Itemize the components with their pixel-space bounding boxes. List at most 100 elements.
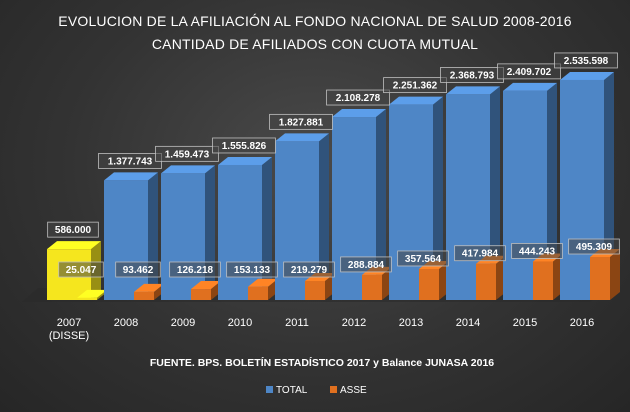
bar-total-2-top bbox=[161, 165, 215, 174]
bar-asse-9-side bbox=[610, 249, 620, 300]
label-asse-5: 288.884 bbox=[340, 256, 392, 273]
label-asse-6-text: 357.564 bbox=[405, 254, 442, 265]
label-asse-8: 444.243 bbox=[511, 243, 563, 259]
label-total-6-box bbox=[383, 77, 447, 94]
label-total-6-text: 2.251.362 bbox=[393, 81, 438, 92]
bar-total-1-side bbox=[148, 172, 158, 300]
legend-label-asse: ASSE bbox=[340, 385, 367, 396]
data-labels-group: 586.000 25.047 1.377.743 93.462 1.459.473 126… bbox=[47, 52, 620, 278]
bar-asse-8-front bbox=[533, 261, 553, 300]
x-tick-0: 2007 bbox=[57, 317, 81, 329]
bar-asse-3-front bbox=[248, 286, 268, 300]
label-asse-8-text: 444.243 bbox=[519, 246, 556, 257]
label-asse-0-text: 25.047 bbox=[66, 265, 97, 276]
label-asse-4-box bbox=[283, 261, 335, 278]
bar-total-0-top bbox=[47, 241, 101, 250]
bar-asse-7-front bbox=[476, 263, 496, 300]
label-total-0-box bbox=[47, 221, 99, 238]
label-asse-2: 126.218 bbox=[169, 261, 221, 278]
bar-total-4-side bbox=[319, 133, 329, 300]
bar-asse-9 bbox=[590, 249, 620, 300]
label-total-4-box bbox=[269, 113, 333, 130]
x-tick-6: 2013 bbox=[399, 317, 423, 329]
label-total-9-box bbox=[554, 52, 618, 69]
bar-total-1-front bbox=[104, 180, 148, 300]
label-asse-1-box bbox=[115, 261, 161, 278]
x-tick-5: 2012 bbox=[342, 317, 366, 329]
label-total-1-text: 1.377.743 bbox=[108, 156, 153, 167]
label-asse-7-text: 417.984 bbox=[462, 249, 499, 260]
x-tick-4: 2011 bbox=[285, 317, 309, 329]
label-total-8-box bbox=[497, 63, 561, 80]
label-total-0: 586.000 bbox=[47, 221, 99, 238]
bar-asse-5-front bbox=[362, 274, 382, 300]
label-total-1: 1.377.743 bbox=[98, 153, 162, 169]
bar-asse-6-front bbox=[419, 268, 439, 300]
label-asse-0: 25.047 bbox=[58, 261, 104, 278]
label-total-9: 2.535.598 bbox=[554, 52, 618, 69]
legend-label-total: TOTAL bbox=[276, 385, 308, 396]
label-total-4-text: 1.827.881 bbox=[279, 117, 324, 128]
label-total-2-text: 1.459.473 bbox=[165, 149, 210, 160]
label-asse-2-text: 126.218 bbox=[177, 265, 214, 276]
bar-total-8-top bbox=[503, 82, 557, 91]
x-tick-2: 2009 bbox=[171, 317, 195, 329]
label-total-3: 1.555.826 bbox=[212, 137, 276, 154]
bar-asse-4-front bbox=[305, 280, 325, 300]
x-tick-1: 2008 bbox=[114, 317, 138, 329]
x-axis-ticks: 2007(DISSE) 2008 2009 2010 2011 2012 2013 2014 2… bbox=[49, 317, 594, 342]
bar-total-3 bbox=[218, 156, 272, 300]
label-asse-3-box bbox=[226, 261, 278, 278]
label-asse-0-box bbox=[58, 261, 104, 278]
bar-total-5-side bbox=[376, 109, 386, 300]
bar-total-6-top bbox=[389, 96, 443, 105]
bar-asse-1-front bbox=[134, 291, 154, 300]
label-asse-9-box bbox=[568, 238, 620, 255]
label-asse-3: 153.133 bbox=[226, 261, 278, 278]
x-tick-0-line2: (DISSE) bbox=[49, 330, 89, 342]
label-asse-9: 495.309 bbox=[568, 238, 620, 255]
legend: TOTAL ASSE bbox=[266, 385, 367, 396]
label-asse-6-box bbox=[397, 250, 449, 267]
bar-total-2 bbox=[161, 165, 215, 300]
bar-total-2-side bbox=[205, 165, 215, 300]
bar-asse-7 bbox=[476, 255, 506, 300]
bar-asse-3-top bbox=[248, 278, 278, 287]
label-asse-7: 417.984 bbox=[454, 245, 506, 262]
label-asse-2-box bbox=[169, 261, 221, 278]
bar-total-7-top bbox=[446, 86, 500, 95]
x-tick-3: 2010 bbox=[228, 317, 252, 329]
label-total-7-text: 2.368.793 bbox=[450, 70, 495, 81]
label-asse-5-text: 288.884 bbox=[348, 260, 385, 271]
x-tick-9: 2016 bbox=[570, 317, 594, 329]
label-asse-4-text: 219.279 bbox=[291, 265, 328, 276]
bar-asse-1-top bbox=[134, 283, 164, 292]
label-asse-5-box bbox=[340, 256, 392, 273]
bar-total-9-top bbox=[560, 71, 614, 80]
chart-subtitle: CANTIDAD DE AFILIADOS CON CUOTA MUTUAL bbox=[152, 36, 478, 52]
label-total-8-text: 2.409.702 bbox=[507, 67, 552, 78]
label-total-3-text: 1.555.826 bbox=[222, 141, 267, 152]
label-total-2-box bbox=[155, 145, 219, 162]
bar-total-1 bbox=[104, 172, 158, 300]
label-asse-3-text: 153.133 bbox=[234, 265, 271, 276]
label-total-5: 2.108.278 bbox=[326, 89, 390, 106]
label-total-8: 2.409.702 bbox=[497, 63, 561, 80]
label-asse-7-box bbox=[454, 245, 506, 262]
bar-total-5-top bbox=[332, 109, 386, 118]
label-asse-6: 357.564 bbox=[397, 250, 449, 267]
legend-swatch-asse bbox=[330, 386, 337, 393]
label-total-9-text: 2.535.598 bbox=[564, 56, 609, 67]
label-total-3-box bbox=[212, 137, 276, 154]
bar-total-2-front bbox=[161, 173, 205, 300]
bar-total-3-front bbox=[218, 164, 262, 300]
label-total-2: 1.459.473 bbox=[155, 145, 219, 162]
label-asse-1-text: 93.462 bbox=[123, 265, 154, 276]
bar-total-4-top bbox=[275, 133, 329, 142]
bar-asse-2-top bbox=[191, 281, 221, 290]
label-asse-8-box bbox=[511, 243, 563, 259]
bar-asse-6 bbox=[419, 260, 449, 300]
label-asse-1: 93.462 bbox=[115, 261, 161, 278]
label-total-4: 1.827.881 bbox=[269, 113, 333, 130]
x-tick-7: 2014 bbox=[456, 317, 480, 329]
